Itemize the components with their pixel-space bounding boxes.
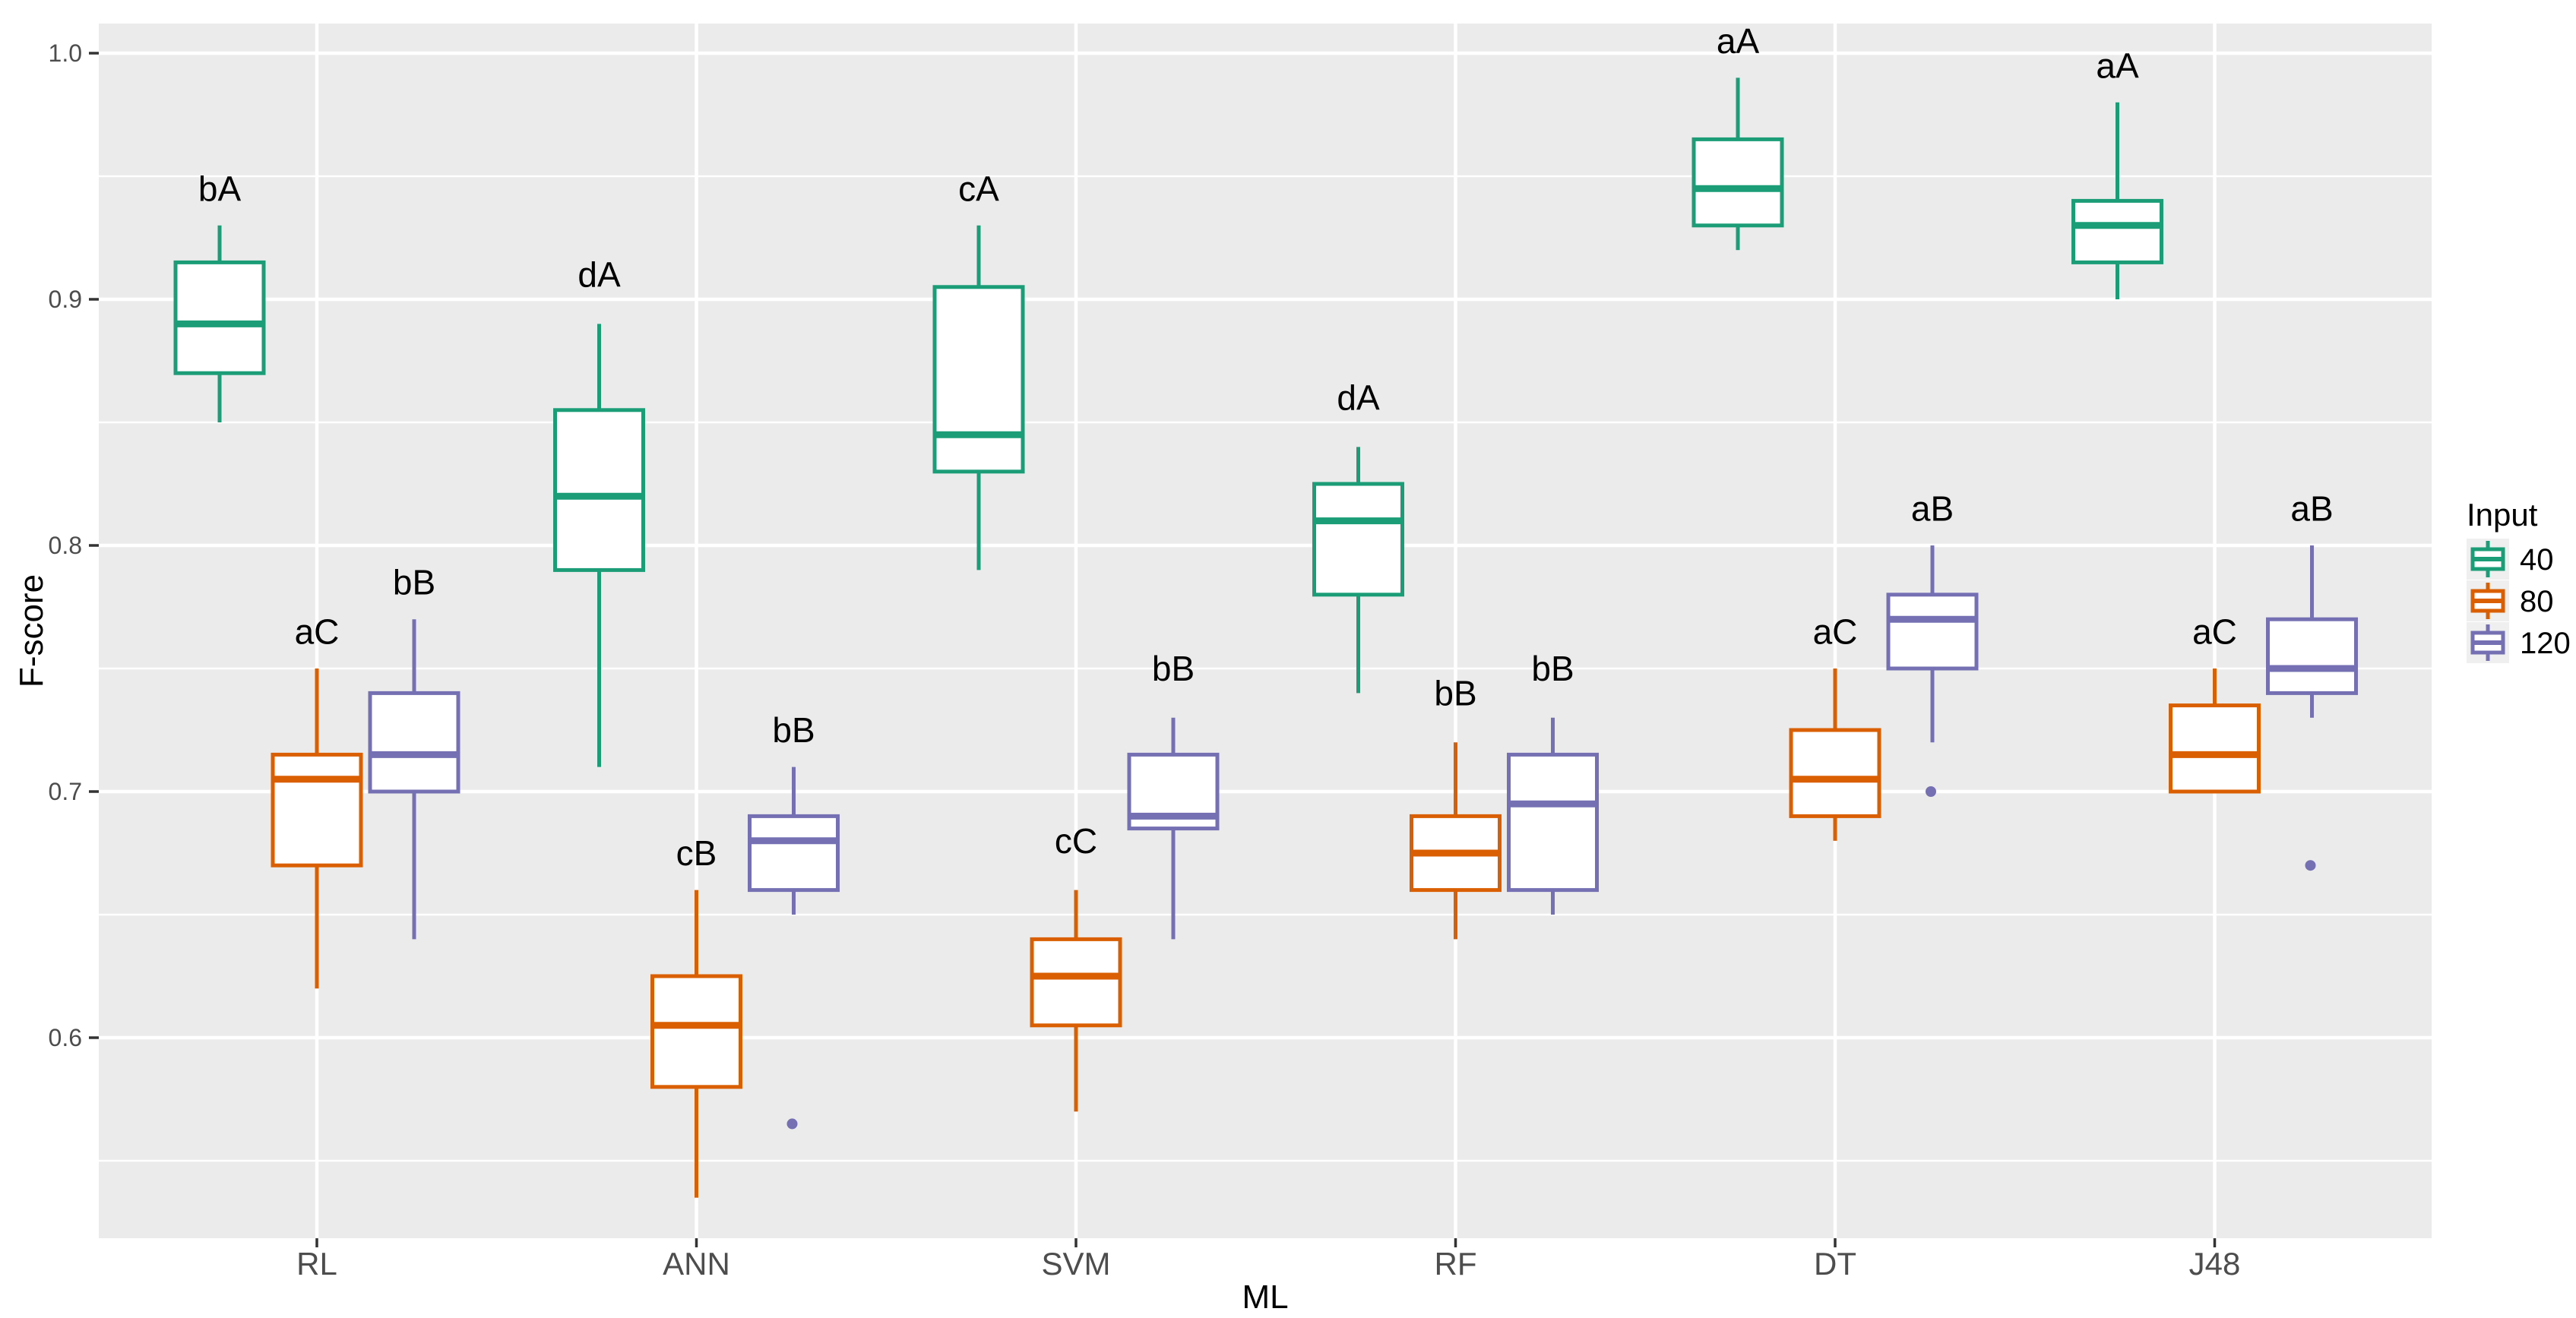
- boxplot-ANN-120: bB: [748, 710, 840, 1130]
- significance-label: cC: [1055, 821, 1097, 861]
- boxplot-RF-40: dA: [1312, 378, 1404, 694]
- boxplot-SVM-40: cA: [932, 169, 1025, 571]
- significance-label: dA: [1337, 378, 1380, 418]
- significance-label: aC: [1813, 612, 1858, 652]
- iqr-box: [1789, 728, 1881, 818]
- iqr-box: [2266, 617, 2358, 695]
- iqr-box: [1312, 482, 1404, 597]
- y-tick-label: 1.0: [49, 40, 82, 67]
- significance-label: cA: [958, 169, 999, 208]
- boxplot-DT-80: aC: [1789, 612, 1881, 841]
- legend-item-label: 80: [2520, 585, 2554, 618]
- x-tick-label: RF: [1435, 1246, 1477, 1282]
- y-tick-label: 0.6: [49, 1024, 82, 1051]
- outlier-point: [2305, 860, 2316, 871]
- x-tick-label: DT: [1814, 1246, 1856, 1282]
- significance-label: cB: [676, 833, 717, 873]
- significance-label: bB: [393, 563, 435, 602]
- significance-label: bA: [198, 169, 242, 208]
- legend: Input 40 80 120: [2467, 497, 2571, 663]
- y-axis: 1.0 0.9 0.8 0.7 0.6: [49, 40, 99, 1051]
- significance-label: bB: [772, 710, 815, 750]
- x-tick-label: RL: [296, 1246, 337, 1282]
- boxplot-J48-40: aA: [2071, 46, 2163, 299]
- gridlines: [99, 24, 2432, 1238]
- iqr-box: [173, 260, 266, 375]
- boxplot-RF-80: bB: [1410, 674, 1502, 940]
- boxplot-RF-120: bB: [1507, 649, 1599, 915]
- legend-item-label: 120: [2520, 627, 2571, 660]
- significance-label: dA: [578, 255, 621, 295]
- y-tick-label: 0.7: [49, 778, 82, 805]
- iqr-box: [2169, 703, 2261, 794]
- significance-label: aB: [1911, 489, 1954, 529]
- significance-label: aC: [2192, 612, 2237, 652]
- iqr-box: [1886, 593, 1979, 671]
- significance-label: bB: [1434, 674, 1476, 713]
- iqr-box: [1691, 137, 1784, 228]
- iqr-box: [1507, 752, 1599, 893]
- boxplot-DT-40: aA: [1691, 21, 1784, 251]
- boxplot-J48-80: aC: [2169, 612, 2261, 794]
- boxplot-DT-120: aB: [1886, 489, 1979, 797]
- y-axis-title: F-score: [13, 574, 50, 687]
- significance-label: bB: [1152, 649, 1195, 688]
- x-tick-label: SVM: [1041, 1246, 1110, 1282]
- boxplot-RL-80: aC: [271, 612, 363, 989]
- boxplot-RL-40: bA: [173, 169, 266, 422]
- iqr-box: [368, 691, 460, 794]
- iqr-box: [1030, 937, 1122, 1028]
- boxplot-RL-120: bB: [368, 563, 460, 940]
- iqr-box: [932, 285, 1025, 474]
- iqr-box: [271, 752, 363, 868]
- y-tick-label: 0.9: [49, 286, 82, 313]
- significance-label: aB: [2290, 489, 2333, 529]
- series-40: bA dA cA dA aA aA: [173, 21, 2163, 767]
- iqr-box: [650, 974, 742, 1089]
- legend-item-label: 40: [2520, 543, 2554, 577]
- boxplot-J48-120: aB: [2266, 489, 2358, 871]
- outlier-point: [1926, 786, 1936, 797]
- significance-label: aA: [2096, 46, 2139, 85]
- iqr-box: [553, 408, 645, 572]
- legend-title: Input: [2467, 497, 2538, 533]
- boxplot-ANN-40: dA: [553, 255, 645, 767]
- boxplot-SVM-80: cC: [1030, 821, 1122, 1112]
- y-tick-label: 0.8: [49, 532, 82, 559]
- x-axis: RL ANN SVM RF DT J48: [296, 1238, 2240, 1282]
- outlier-point: [786, 1118, 798, 1130]
- x-axis-title: ML: [1242, 1278, 1288, 1316]
- significance-label: aA: [1717, 21, 1760, 61]
- series-80: aC cB cC bB aC aC: [271, 612, 2261, 1198]
- legend-item-80: 80: [2467, 580, 2554, 621]
- x-tick-label: J48: [2189, 1246, 2241, 1282]
- significance-label: aC: [295, 612, 340, 652]
- boxplot-SVM-120: bB: [1127, 649, 1220, 940]
- series-120: bB bB bB bB aB aB: [368, 489, 2358, 1130]
- iqr-box: [2071, 198, 2163, 264]
- iqr-box: [748, 814, 840, 893]
- x-tick-label: ANN: [663, 1246, 730, 1282]
- legend-item-120: 120: [2467, 622, 2571, 663]
- plot-panel: [99, 24, 2432, 1238]
- significance-label: bB: [1531, 649, 1574, 688]
- legend-item-40: 40: [2467, 539, 2554, 580]
- boxplot-ANN-80: cB: [650, 833, 742, 1198]
